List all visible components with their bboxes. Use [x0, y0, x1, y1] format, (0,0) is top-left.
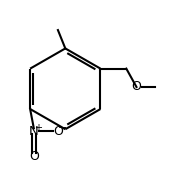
Text: O: O [29, 150, 39, 163]
Text: O: O [132, 80, 141, 93]
Text: N: N [29, 125, 39, 138]
Text: O: O [53, 125, 63, 138]
Text: −: − [58, 123, 68, 133]
Text: +: + [34, 123, 42, 133]
